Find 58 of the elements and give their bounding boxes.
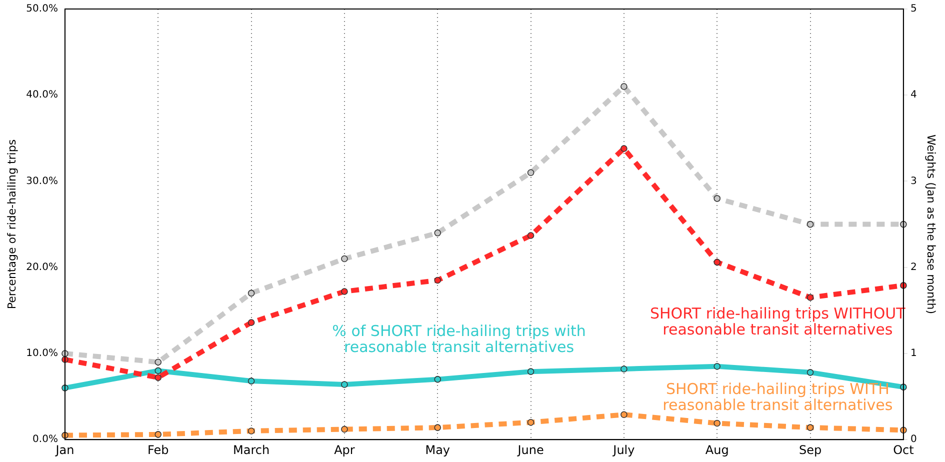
y-tick-label: 40.0% [26,90,58,101]
point [434,376,442,383]
point [434,230,442,236]
point [714,363,721,370]
point [806,294,814,301]
point [341,426,348,433]
point [341,288,348,295]
point [527,368,534,375]
y-tick-label: 50.0% [26,4,58,15]
point [248,290,255,297]
y-tick-label: 0.0% [32,434,58,446]
point [806,424,814,431]
point [341,381,348,388]
point [154,374,162,381]
series-label: SHORT ride-hailing trips WITH reasonable transit alternatives [662,380,893,414]
point [341,255,348,262]
point [434,276,442,284]
y-tick-label: 20.0% [26,262,58,273]
point [714,420,721,427]
point [154,431,162,438]
y2-tick-label: 1 [910,348,917,360]
point [714,258,721,266]
point [527,418,534,426]
y2-tick-label: 4 [910,90,917,101]
series-label: % of SHORT ride-hailing trips with reasonable transit alternatives [332,322,586,356]
y-tick-label: 10.0% [26,348,58,360]
y2-tick-label: 0 [910,434,917,446]
point [714,195,721,202]
x-tick-label: Jan [54,442,74,457]
y2-tick-label: 3 [910,176,917,187]
point [154,358,162,366]
x-tick-label: Feb [148,442,169,457]
point [620,145,628,152]
point [527,169,534,176]
point [154,367,162,374]
point [806,220,814,228]
x-tick-label: Sep [798,442,822,457]
point [806,369,814,376]
x-tick-label: March [232,442,270,457]
point [620,83,628,90]
point [248,319,255,326]
point [248,378,255,384]
y2-tick-label: 5 [910,4,917,15]
x-tick-label: Aug [705,442,729,457]
point [248,428,255,434]
y-tick-label: 30.0% [26,176,58,187]
point [527,232,534,239]
point [434,424,442,431]
point [620,411,628,418]
x-tick-label: July [612,442,635,457]
y2-tick-label: 2 [910,262,917,273]
point [620,366,628,372]
y2-axis-title: Weights (Jan as the base month) [924,134,938,314]
x-tick-label: Apr [334,442,355,457]
y-axis-title: Percentage of ride-hailing trips [5,139,18,310]
x-tick-label: Oct [893,442,914,457]
x-tick-label: June [516,442,544,457]
x-tick-label: May [425,442,450,457]
